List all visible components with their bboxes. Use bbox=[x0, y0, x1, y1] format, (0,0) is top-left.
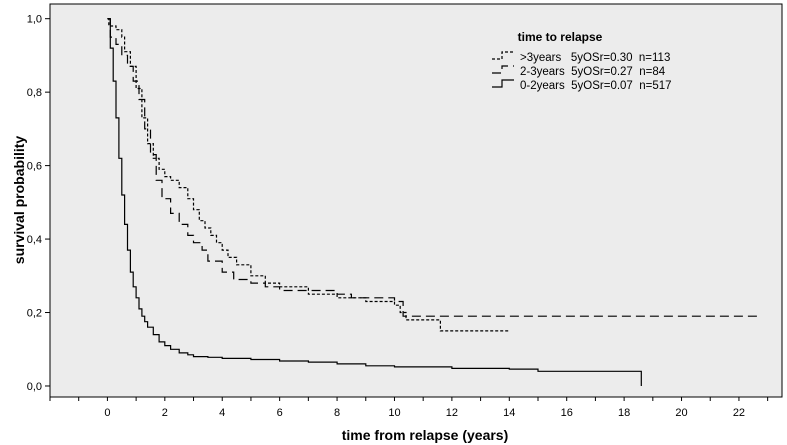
x-tick-label: 6 bbox=[277, 407, 283, 419]
x-tick-label: 8 bbox=[334, 407, 340, 419]
x-tick-label: 16 bbox=[561, 407, 573, 419]
x-axis-title: time from relapse (years) bbox=[342, 427, 509, 443]
legend-title: time to relapse bbox=[518, 30, 603, 44]
x-axis: 0 2 4 6 8 10 12 14 16 18 20 22 bbox=[50, 397, 768, 419]
y-tick-label: 0,6 bbox=[27, 161, 42, 173]
x-tick-label: 4 bbox=[219, 407, 225, 419]
x-tick-label: 22 bbox=[733, 407, 745, 419]
x-tick-label: 12 bbox=[446, 407, 458, 419]
plot-area bbox=[50, 4, 782, 397]
x-tick-label: 10 bbox=[388, 407, 400, 419]
y-axis: 0,0 0,2 0,4 0,6 0,8 1,0 bbox=[27, 14, 50, 393]
y-tick-label: 0,4 bbox=[27, 234, 42, 246]
x-tick-label: 20 bbox=[675, 407, 687, 419]
y-tick-label: 0,0 bbox=[27, 381, 42, 393]
x-tick-label: 14 bbox=[503, 407, 515, 419]
x-tick-label: 0 bbox=[104, 407, 110, 419]
x-tick-label: 18 bbox=[618, 407, 630, 419]
y-axis-title: survival probability bbox=[11, 136, 27, 265]
y-tick-label: 0,8 bbox=[27, 87, 42, 99]
y-tick-label: 0,2 bbox=[27, 308, 42, 320]
legend-entry: 2-3years 5yOSr=0.27 n=84 bbox=[520, 66, 666, 78]
legend-entry: >3years 5yOSr=0.30 n=113 bbox=[520, 52, 670, 64]
x-tick-label: 2 bbox=[162, 407, 168, 419]
legend-entry: 0-2years 5yOSr=0.07 n=517 bbox=[520, 80, 672, 92]
y-tick-label: 1,0 bbox=[27, 14, 42, 26]
